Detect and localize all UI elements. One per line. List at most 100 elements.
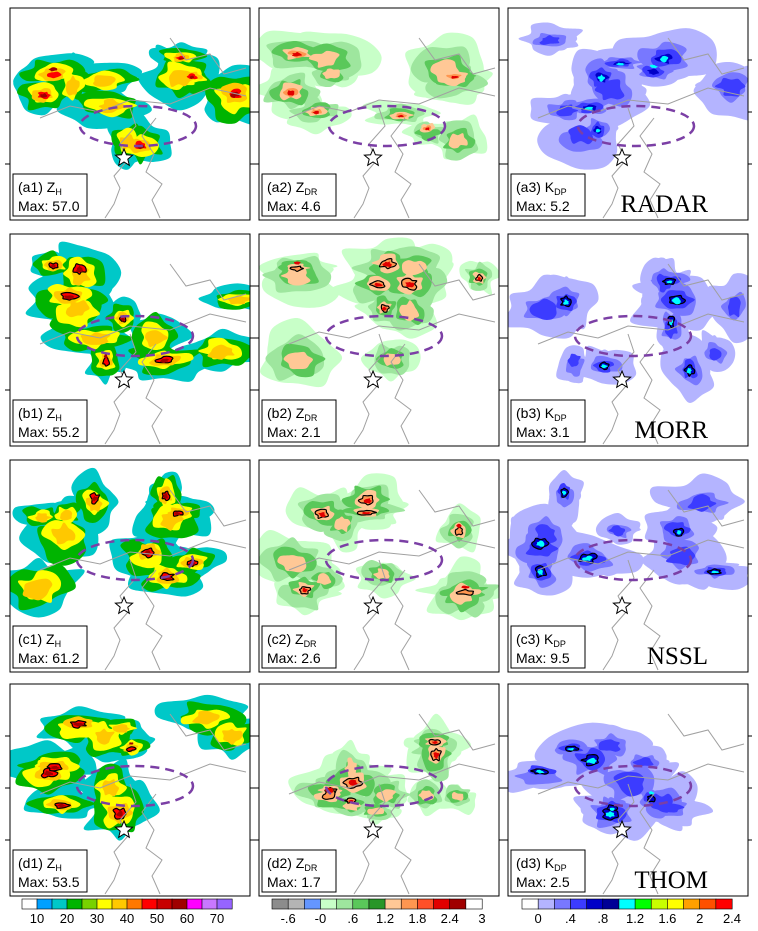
- field-contour-a2-5-0: [312, 110, 320, 115]
- max-value: Max: 2.6: [267, 650, 321, 666]
- colorbar-swatch: [171, 898, 188, 910]
- focus-ellipse: [75, 764, 195, 808]
- field-contour-b3-5-4: [563, 299, 569, 305]
- panel-label: (b1) ZH: [18, 405, 62, 423]
- variable-name: K: [545, 855, 555, 871]
- colorbar-ZH: 10 20 30 40 50 60 70: [21, 898, 233, 926]
- field-b2: [259, 237, 499, 445]
- focus-ellipse: [75, 538, 195, 582]
- variable-name: K: [544, 631, 554, 647]
- field-contour-b2-3-3: [283, 351, 313, 370]
- colorbar-swatch: [618, 898, 636, 910]
- colorbar-KDP: 0 .4 .8 1.2 1.6 2 2.4: [521, 898, 741, 926]
- focus-ellipse: [576, 104, 696, 148]
- focus-ellipse: [324, 764, 444, 808]
- focus-ellipse: [324, 538, 444, 582]
- colorbar-swatch: [465, 898, 483, 910]
- colorbar-swatch: [304, 898, 321, 910]
- field-contour-a1-5-10: [178, 57, 185, 60]
- field-contour-d3-5-8: [649, 791, 655, 795]
- coastline-d1-1: [141, 793, 163, 895]
- field-contour-c2-4-0: [454, 526, 464, 536]
- field-contour-b1-5-6: [120, 317, 126, 322]
- panel-frame: [258, 233, 500, 447]
- colorbar-swatch: [667, 898, 685, 910]
- field-contour-c2-5-8: [461, 585, 470, 589]
- field-contour-b2-5-4: [405, 282, 415, 288]
- field-contour-a2-3-5: [322, 68, 340, 79]
- coastline-a2-0: [353, 107, 386, 219]
- star-marker: [114, 819, 134, 839]
- field-contour-c2-5-10: [363, 498, 373, 504]
- label-box: [261, 625, 337, 669]
- coastline-a3-0: [602, 107, 635, 219]
- field-contour-d1-5-6: [56, 803, 66, 808]
- colorbar-swatch: [336, 898, 354, 910]
- max-value: Max: 9.5: [516, 650, 570, 666]
- variable-name: Z: [296, 405, 305, 421]
- field-contour-d3-3-7: [661, 802, 685, 813]
- panel-frame: [9, 459, 251, 673]
- field-contour-d2-3-9: [367, 807, 385, 815]
- panel-frame: [258, 7, 500, 221]
- scheme-label: NSSL: [647, 643, 708, 670]
- coastline-a2-2: [288, 87, 496, 119]
- field-contour-a1-4-6: [46, 71, 62, 79]
- variable-name: Z: [296, 855, 305, 871]
- panel-label: (c3) KDP: [516, 631, 566, 649]
- variable-name: K: [545, 405, 555, 421]
- colorbar-tick-label: .8: [597, 911, 608, 926]
- coastline-d3-3: [667, 713, 745, 751]
- colorbar-tick-label: .4: [565, 911, 576, 926]
- field-contour-a3-4-4: [647, 68, 660, 75]
- star-marker: [363, 147, 383, 167]
- star-marker: [363, 819, 383, 839]
- field-contour-c1-3-9: [22, 578, 53, 601]
- field-contour-c1-3-5: [35, 513, 53, 523]
- field-contour-c3-5-10: [582, 555, 593, 562]
- panel-label: (b2) ZDR: [267, 405, 318, 423]
- field-contour-d3-5-10: [567, 747, 575, 751]
- colorbar-tick-label: 2.4: [723, 911, 741, 926]
- panel-label: (a3) KDP: [516, 179, 567, 197]
- max-value: Max: 55.2: [18, 424, 80, 440]
- variable-name: Z: [47, 179, 56, 195]
- field-contour-b1-3-9: [145, 330, 169, 347]
- field-contour-a3-5-0: [595, 128, 601, 133]
- field-contour-d1-4-10: [126, 746, 137, 753]
- field-contour-d1-3-1: [95, 728, 115, 745]
- field-contour-a2-3-9: [308, 50, 340, 68]
- coastline-b3-1: [639, 343, 661, 445]
- focus-ellipse: [75, 314, 195, 358]
- field-contour-a3-3-3: [714, 77, 746, 97]
- field-contour-d1-3-9: [112, 724, 130, 733]
- field-b1: [25, 241, 250, 445]
- field-c3: [508, 470, 748, 671]
- coastline-d3-1: [639, 793, 661, 895]
- field-contour-a3-5-2: [659, 55, 669, 63]
- colorbar-swatch: [111, 898, 128, 910]
- colorbar-swatch: [570, 898, 588, 910]
- coastline-a2-1: [390, 117, 412, 219]
- colorbar-swatch: [156, 898, 173, 910]
- field-a3: [518, 22, 748, 219]
- variable-subscript: DP: [554, 863, 567, 873]
- coastline-c3-0: [602, 559, 635, 671]
- colorbar-tick-label: 1.8: [408, 911, 426, 926]
- field-contour-d2-5-4: [431, 740, 438, 744]
- colorbar-swatch: [650, 898, 668, 910]
- field-contour-b1-5-0: [103, 353, 108, 359]
- colorbar-tick-label: 3: [478, 911, 485, 926]
- field-contour-b1-3-5: [65, 300, 90, 318]
- variable-subscript: DR: [304, 863, 317, 873]
- field-contour-b3-5-8: [671, 297, 681, 305]
- colorbar-tick-label: -0: [315, 911, 327, 926]
- field-contour-d3-5-6: [605, 811, 615, 818]
- focus-ellipse: [327, 104, 447, 148]
- field-contour-b2-5-6: [293, 261, 301, 265]
- field-contour-d3-3-5: [632, 757, 654, 767]
- star-marker: [114, 147, 134, 167]
- variable-name: Z: [296, 179, 305, 195]
